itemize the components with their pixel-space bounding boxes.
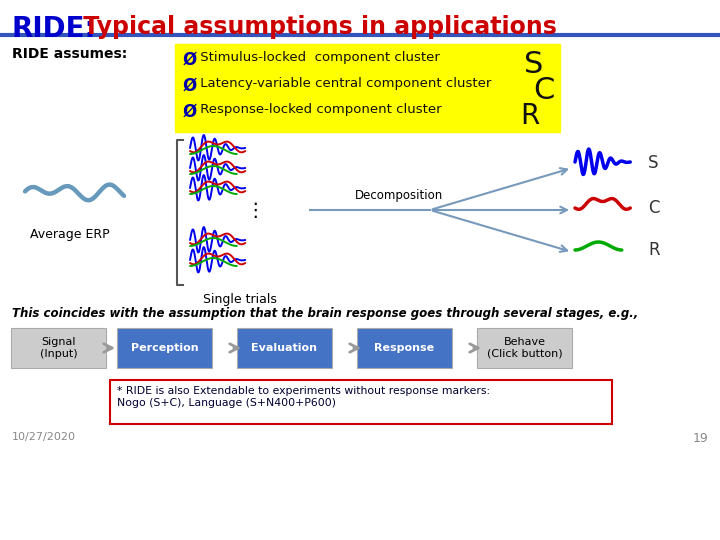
- Text: Response-locked component cluster: Response-locked component cluster: [196, 103, 446, 116]
- Text: Decomposition: Decomposition: [355, 189, 444, 202]
- Text: R: R: [520, 102, 539, 130]
- FancyBboxPatch shape: [477, 328, 572, 368]
- FancyBboxPatch shape: [117, 328, 212, 368]
- Text: Average ERP: Average ERP: [30, 228, 110, 241]
- Text: 19: 19: [692, 432, 708, 445]
- Text: S: S: [524, 50, 544, 79]
- Text: Ø: Ø: [183, 103, 197, 121]
- Text: 10/27/2020: 10/27/2020: [12, 432, 76, 442]
- Text: C: C: [648, 199, 660, 217]
- Text: RIDE assumes:: RIDE assumes:: [12, 47, 127, 61]
- Text: Perception: Perception: [131, 343, 198, 353]
- Text: R: R: [648, 241, 660, 259]
- Text: Latency-variable central component cluster: Latency-variable central component clust…: [196, 77, 495, 90]
- FancyBboxPatch shape: [237, 328, 332, 368]
- Text: ⋮: ⋮: [246, 200, 265, 219]
- Text: Stimulus-locked  component cluster: Stimulus-locked component cluster: [196, 51, 444, 64]
- Text: Ø: Ø: [183, 51, 197, 69]
- FancyBboxPatch shape: [175, 44, 560, 132]
- FancyBboxPatch shape: [357, 328, 452, 368]
- Text: This coincides with the assumption that the brain response goes through several : This coincides with the assumption that …: [12, 307, 638, 320]
- Text: Typical assumptions in applications: Typical assumptions in applications: [75, 15, 557, 39]
- Text: Response: Response: [374, 343, 435, 353]
- Text: Behave
(Click button): Behave (Click button): [487, 337, 562, 359]
- Text: C: C: [533, 76, 554, 105]
- Text: Single trials: Single trials: [203, 293, 277, 306]
- Text: Signal
(Input): Signal (Input): [40, 337, 77, 359]
- Text: S: S: [648, 154, 659, 172]
- Text: Ø: Ø: [183, 77, 197, 95]
- FancyBboxPatch shape: [11, 328, 106, 368]
- Text: RIDE:: RIDE:: [12, 15, 96, 43]
- Text: Evaluation: Evaluation: [251, 343, 318, 353]
- Text: * RIDE is also Extendable to experiments without response markers:
Nogo (S+C), L: * RIDE is also Extendable to experiments…: [117, 386, 490, 408]
- FancyBboxPatch shape: [110, 380, 612, 424]
